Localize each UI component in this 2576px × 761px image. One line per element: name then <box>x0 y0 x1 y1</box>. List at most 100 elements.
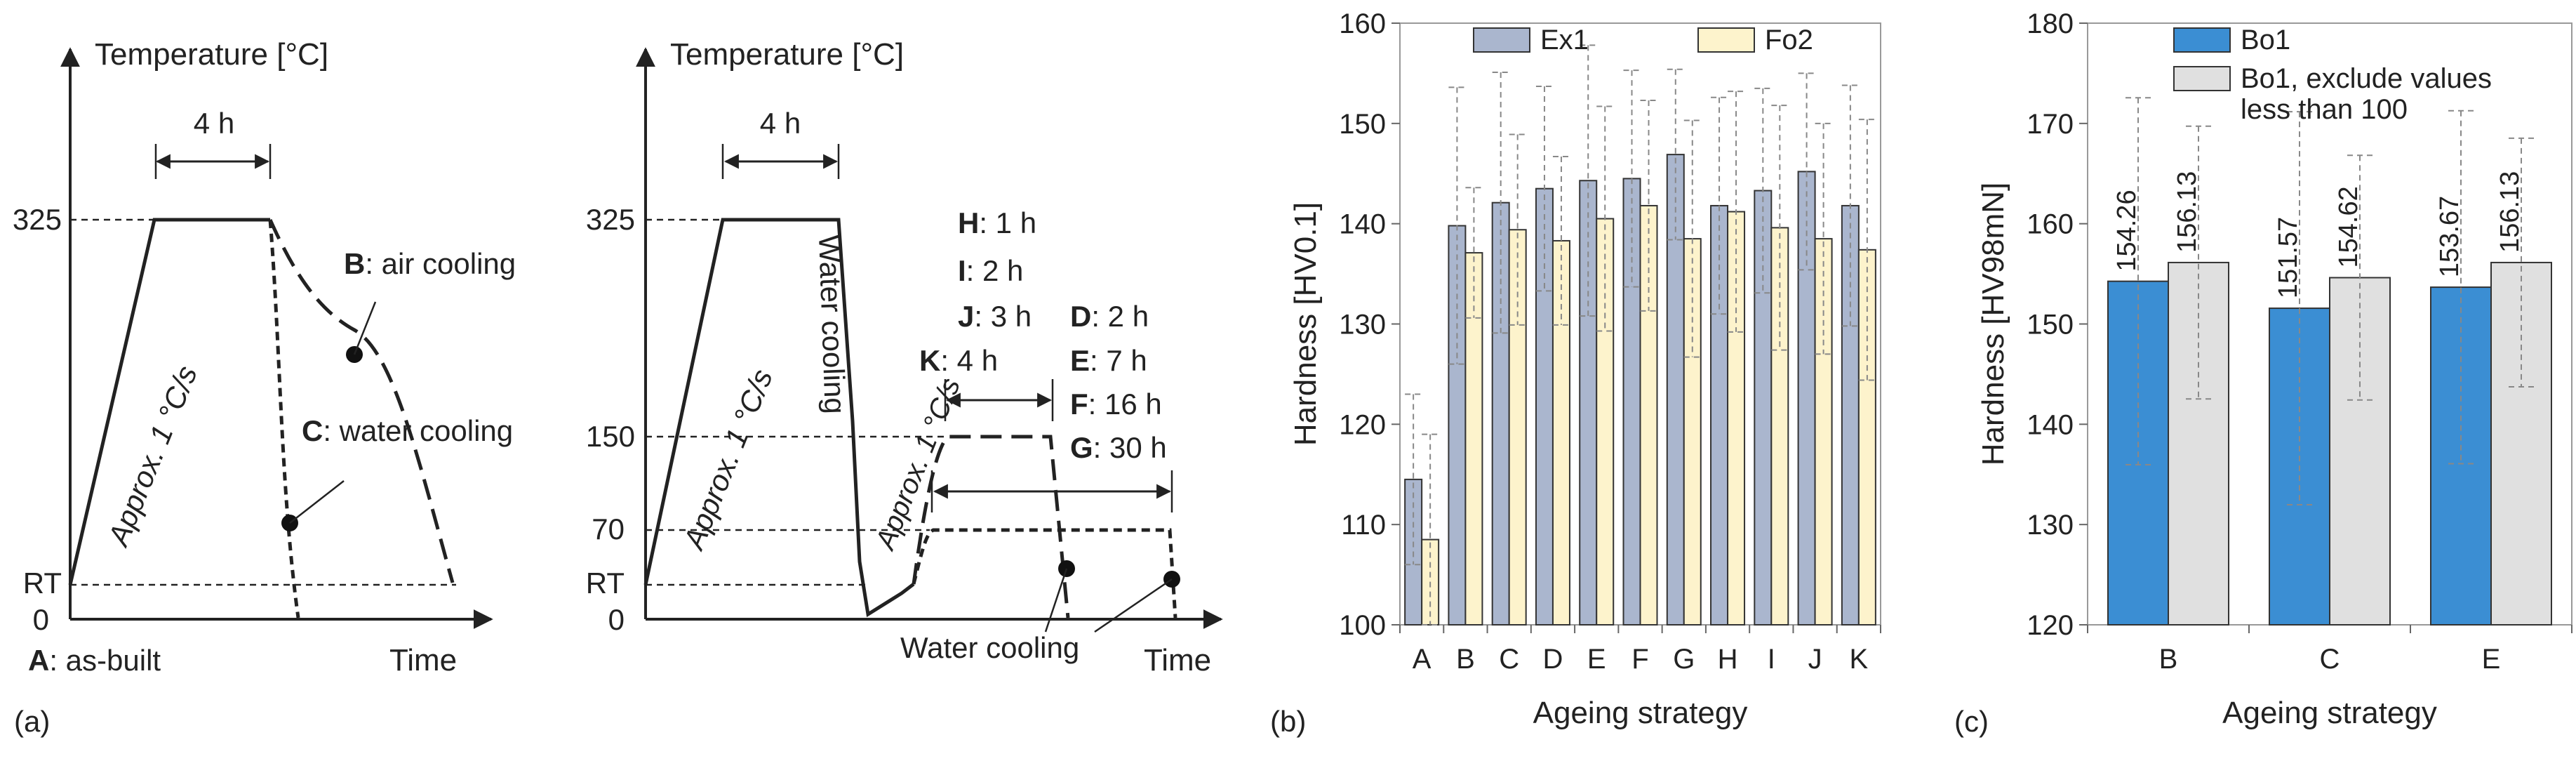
right-ageing-e: E: 7 h <box>1070 344 1147 377</box>
right-x-axis-label: Time <box>1144 643 1211 677</box>
right-tick-150: 150 <box>586 420 635 453</box>
data-label: 151.57 <box>2274 217 2303 298</box>
diagram-right: Temperature [°C] Time 325 150 70 RT 0 4 … <box>586 37 1223 677</box>
bar <box>1639 204 1658 626</box>
x-tick-label: G <box>1673 644 1695 675</box>
right-final-cooling-label: Water cooling <box>900 631 1079 664</box>
x-tick-label: C <box>2320 644 2340 675</box>
bar <box>1622 178 1641 626</box>
x-tick-label: D <box>1543 644 1563 675</box>
x-axis-label: Ageing strategy <box>2222 696 2437 730</box>
left-heating-hold-curve <box>68 218 270 585</box>
data-label: 156.13 <box>2495 171 2525 253</box>
right-tick-70: 70 <box>592 512 625 545</box>
bar <box>1683 238 1702 626</box>
right-tick-325: 325 <box>586 203 635 236</box>
y-tick-label: 100 <box>1339 610 1386 641</box>
bar <box>1596 218 1615 626</box>
right-solution-curve <box>643 218 915 618</box>
x-tick-label: I <box>1768 644 1775 675</box>
legend-label: Bo1, exclude values <box>2241 63 2492 94</box>
x-tick-label: F <box>1631 644 1648 675</box>
legend-label: Fo2 <box>1765 25 1813 55</box>
left-label-b: B: air cooling <box>344 247 516 280</box>
x-tick-label: E <box>1587 644 1606 675</box>
right-ageing-d: D: 2 h <box>1070 300 1149 333</box>
panel-label-c: (c) <box>1954 705 1989 738</box>
legend-swatch <box>2173 27 2231 53</box>
x-tick-label: B <box>1456 644 1475 675</box>
chart-c: 120 130 140 150 160 170 180 B 154.26 156.13 C 151.5… <box>1976 8 2572 730</box>
x-tick-label: K <box>1850 644 1869 675</box>
right-leader-150 <box>1044 568 1068 633</box>
right-hold-label: 4 h <box>760 107 801 140</box>
y-tick-label: 160 <box>1339 8 1386 39</box>
legend-swatch <box>1697 27 1755 53</box>
right-ageing-k: K: 4 h <box>919 344 998 377</box>
bar <box>1754 190 1773 626</box>
left-leader-c <box>289 480 345 524</box>
y-tick-label: 130 <box>2027 510 2074 541</box>
data-label: 154.26 <box>2112 190 2142 271</box>
left-leader-b <box>353 301 377 355</box>
bar <box>1535 187 1554 626</box>
y-tick-label: 150 <box>1339 109 1386 140</box>
bar <box>1508 229 1527 626</box>
bar <box>2329 277 2391 626</box>
right-ageing-g: G: 30 h <box>1070 431 1167 464</box>
right-ageing-150-curve <box>912 435 1070 618</box>
bar <box>2490 261 2552 626</box>
bar <box>1797 171 1816 626</box>
data-label: 153.67 <box>2435 196 2464 277</box>
left-tick-325: 325 <box>13 203 62 236</box>
y-axis-label: Hardness [HV0.1] <box>1288 202 1323 446</box>
y-axis-label: Hardness [HV98mN] <box>1976 183 2010 465</box>
data-label: 156.13 <box>2173 171 2202 253</box>
legend-label: Bo1 <box>2241 25 2290 55</box>
x-tick-label: E <box>2482 644 2501 675</box>
right-ageing-f: F: 16 h <box>1070 388 1162 421</box>
y-tick-label: 170 <box>2027 109 2074 140</box>
left-x-axis-label: Time <box>389 643 457 677</box>
x-tick-label: J <box>1808 644 1822 675</box>
left-label-a: A: as-built <box>28 644 161 677</box>
x-tick-label: A <box>1413 644 1432 675</box>
diagram-left: Temperature [°C] Time 325 RT 0 4 h Appro… <box>13 37 516 677</box>
right-tick-0: 0 <box>608 603 625 636</box>
right-ageing-70-curve <box>912 528 1177 618</box>
y-tick-label: 130 <box>1339 310 1386 340</box>
y-tick-label: 150 <box>2027 310 2074 340</box>
panel-label-a: (a) <box>14 705 50 738</box>
left-hold-label: 4 h <box>194 107 234 140</box>
legend-label: less than 100 <box>2241 94 2408 125</box>
bar <box>1491 201 1510 626</box>
x-axis-label: Ageing strategy <box>1533 696 1748 730</box>
bar <box>1666 154 1685 626</box>
data-label: 154.62 <box>2334 186 2363 267</box>
left-y-axis-label: Temperature [°C] <box>95 37 328 72</box>
y-tick-label: 160 <box>2027 209 2074 240</box>
y-tick-label: 110 <box>1341 510 1386 541</box>
x-tick-label: H <box>1718 644 1738 675</box>
right-ageing-h: H: 1 h <box>958 206 1036 239</box>
left-tick-0: 0 <box>33 603 49 636</box>
legend-label: Ex1 <box>1540 25 1589 55</box>
right-tick-rt: RT <box>586 567 625 600</box>
x-tick-label: C <box>1499 644 1519 675</box>
right-leader-70 <box>1094 578 1173 633</box>
right-y-axis-label: Temperature [°C] <box>670 37 904 72</box>
right-quench-label: Water cooling <box>813 234 852 415</box>
bar <box>1814 238 1833 626</box>
legend-swatch <box>1473 27 1530 53</box>
panel-label-b: (b) <box>1270 705 1306 738</box>
left-air-cooling-curve <box>268 218 455 583</box>
right-heating-rate: Approx. 1 °C/s <box>676 364 779 555</box>
bar <box>1857 249 1876 626</box>
y-tick-label: 140 <box>2027 409 2074 440</box>
left-tick-rt: RT <box>23 567 62 600</box>
y-tick-label: 120 <box>1339 409 1386 440</box>
chart-b: 100 110 120 130 140 150 160 A B C D E F G H I J K Ageing s… <box>1288 8 1881 730</box>
left-label-c: C: water cooling <box>302 414 513 447</box>
left-water-cooling-curve <box>268 219 300 618</box>
